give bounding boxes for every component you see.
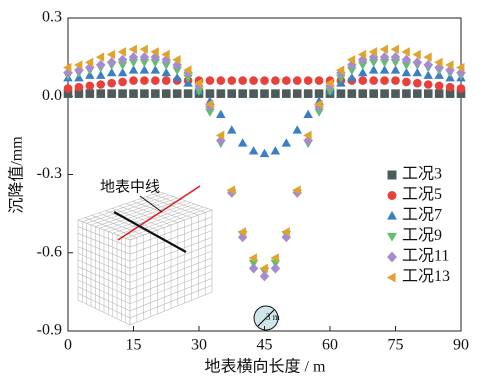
data-point — [151, 89, 160, 98]
data-point — [402, 89, 411, 98]
data-point — [162, 89, 171, 98]
data-point — [380, 76, 389, 85]
data-point — [358, 89, 367, 98]
data-point — [293, 76, 302, 85]
legend-marker — [388, 191, 397, 200]
data-point — [96, 80, 105, 89]
data-point — [391, 89, 400, 98]
data-point — [238, 76, 247, 85]
x-axis-label: 地表横向长度 / m — [205, 358, 326, 376]
legend-label: 工况13 — [402, 268, 450, 285]
data-point — [413, 79, 422, 88]
data-point — [413, 89, 422, 98]
x-tick-label: 90 — [453, 337, 469, 354]
data-point — [304, 89, 313, 98]
data-point — [315, 76, 324, 85]
data-point — [446, 83, 455, 92]
x-tick-label: 0 — [64, 337, 72, 354]
data-point — [140, 89, 149, 98]
y-tick-label: -0.9 — [37, 322, 62, 339]
data-point — [217, 76, 226, 85]
y-tick-label: -0.6 — [37, 243, 62, 260]
data-point — [391, 76, 400, 85]
legend-label: 工况5 — [402, 186, 442, 203]
data-point — [140, 76, 149, 85]
data-point — [457, 84, 466, 93]
data-point — [369, 89, 378, 98]
data-point — [424, 89, 433, 98]
x-tick-label: 60 — [322, 337, 338, 354]
data-point — [402, 78, 411, 87]
y-tick-label: 0.0 — [42, 87, 62, 104]
scale-label: 3 m — [266, 312, 280, 322]
data-point — [162, 76, 171, 85]
data-point — [64, 84, 73, 93]
data-point — [271, 76, 280, 85]
data-point — [293, 89, 302, 98]
data-point — [151, 76, 160, 85]
data-point — [129, 76, 138, 85]
data-point — [118, 78, 127, 87]
data-point — [206, 76, 215, 85]
data-point — [260, 89, 269, 98]
legend-label: 工况3 — [402, 166, 442, 183]
data-point — [107, 79, 116, 88]
page: {"chart_data": {"type": "scatter", "x_la… — [0, 0, 485, 380]
y-tick-label: -0.3 — [37, 165, 62, 182]
data-point — [249, 89, 258, 98]
data-point — [424, 80, 433, 89]
data-point — [96, 89, 105, 98]
y-axis-label: 沉降值/mm — [8, 136, 26, 214]
data-point — [75, 83, 84, 92]
x-tick-label: 75 — [388, 337, 404, 354]
data-point — [271, 89, 280, 98]
legend-label: 工况7 — [402, 207, 442, 224]
data-point — [348, 89, 357, 98]
data-point — [282, 76, 291, 85]
data-point — [249, 76, 258, 85]
data-point — [304, 76, 313, 85]
data-point — [227, 89, 236, 98]
data-point — [107, 89, 116, 98]
data-point — [217, 89, 226, 98]
data-point — [260, 76, 269, 85]
data-point — [238, 89, 247, 98]
y-tick-label: 0.3 — [42, 9, 62, 26]
legend-marker — [388, 171, 397, 180]
x-tick-label: 30 — [191, 337, 207, 354]
data-point — [435, 82, 444, 91]
chart: 地表中线 3 m 地表横向长度 / m 沉降值/mm 0 15 30 45 60 75 90… — [0, 0, 485, 380]
x-tick-label: 15 — [126, 337, 142, 354]
data-point — [380, 89, 389, 98]
legend-label: 工况9 — [402, 227, 442, 244]
data-point — [86, 89, 95, 98]
data-point — [184, 89, 193, 98]
data-point — [435, 89, 444, 98]
x-tick-label: 45 — [257, 337, 273, 354]
data-point — [282, 89, 291, 98]
data-point — [337, 89, 346, 98]
data-point — [86, 82, 95, 91]
legend-label: 工况11 — [402, 248, 449, 265]
inset-label: 地表中线 — [100, 178, 160, 195]
data-point — [358, 76, 367, 85]
data-point — [173, 89, 182, 98]
data-point — [129, 89, 138, 98]
data-point — [227, 76, 236, 85]
data-point — [369, 76, 378, 85]
data-point — [118, 89, 127, 98]
